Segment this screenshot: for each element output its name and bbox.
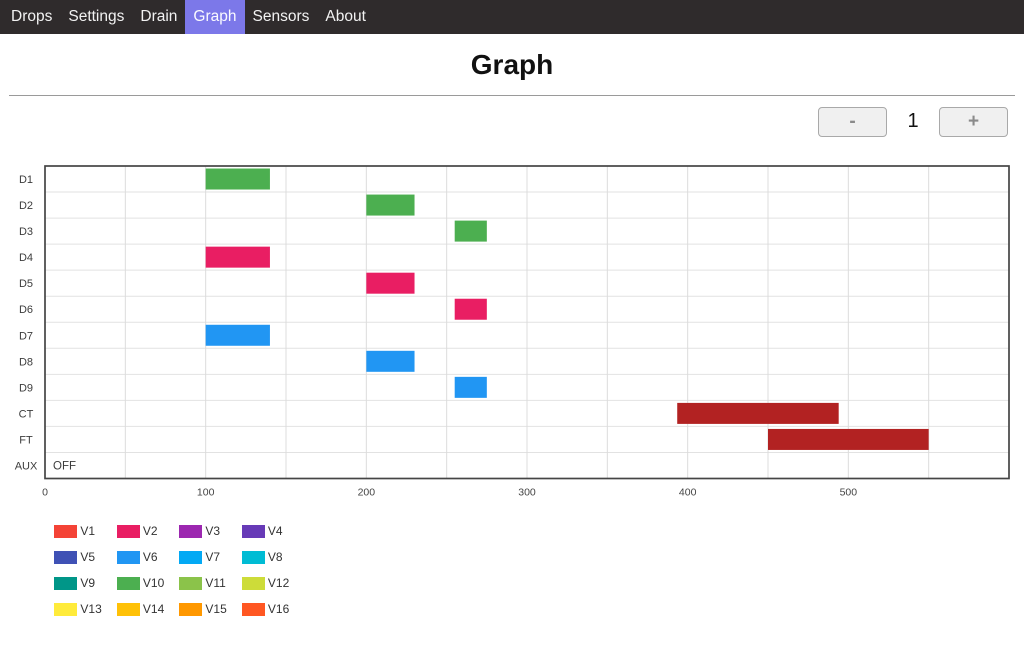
svg-text:D2: D2	[19, 200, 33, 212]
svg-text:200: 200	[358, 487, 376, 499]
svg-text:D1: D1	[19, 174, 33, 186]
svg-text:100: 100	[197, 487, 215, 499]
svg-text:D8: D8	[19, 356, 33, 368]
svg-text:CT: CT	[19, 408, 34, 420]
svg-text:D5: D5	[19, 278, 33, 290]
svg-text:D4: D4	[19, 252, 33, 264]
svg-text:AUX: AUX	[15, 460, 38, 472]
svg-text:FT: FT	[19, 434, 33, 446]
svg-text:500: 500	[840, 487, 858, 499]
svg-text:D6: D6	[19, 304, 33, 316]
svg-text:D9: D9	[19, 382, 33, 394]
svg-text:0: 0	[42, 487, 48, 499]
svg-text:400: 400	[679, 487, 697, 499]
svg-text:D7: D7	[19, 330, 33, 342]
svg-text:300: 300	[518, 487, 536, 499]
svg-text:OFF: OFF	[53, 460, 76, 472]
svg-text:D3: D3	[19, 226, 33, 238]
